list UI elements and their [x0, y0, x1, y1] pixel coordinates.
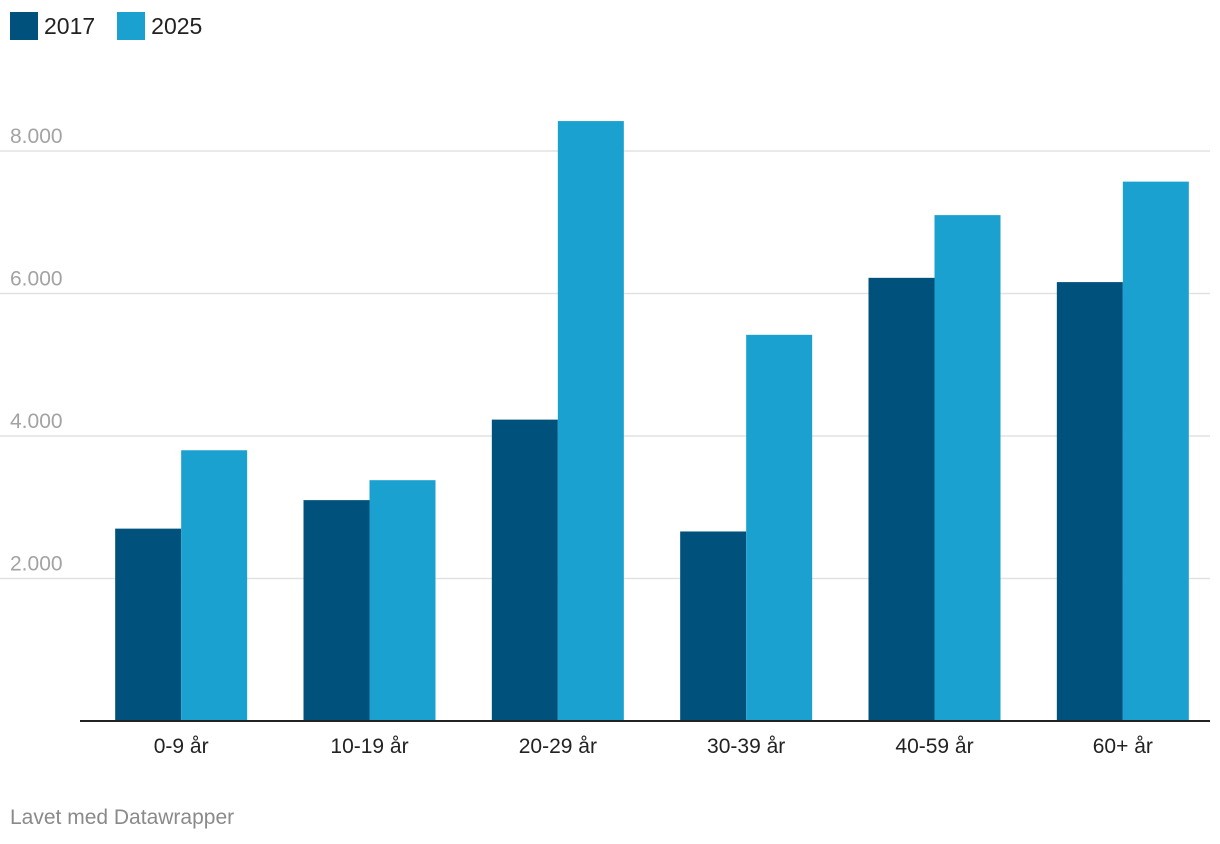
x-tick-label: 40-59 år — [895, 735, 973, 758]
bar-2017 — [680, 531, 747, 721]
bar-2017 — [868, 277, 935, 721]
bar-2017 — [115, 528, 182, 721]
legend-item-2025: 2025 — [117, 12, 202, 40]
legend-swatch-2017 — [10, 12, 38, 40]
x-tick-label: 10-19 år — [330, 735, 408, 758]
bar-2017 — [303, 500, 370, 721]
bar-2025 — [746, 334, 813, 721]
y-tick-label: 6.000 — [10, 268, 63, 291]
bar-2025 — [557, 121, 624, 721]
bar-2025 — [181, 450, 248, 721]
legend-label-2017: 2017 — [44, 12, 96, 39]
bar-2025 — [369, 480, 436, 721]
x-tick-label: 60+ år — [1093, 735, 1153, 758]
legend: 2017 2025 — [10, 12, 224, 40]
x-tick-label: 0-9 år — [154, 735, 209, 758]
bar-2017 — [1056, 282, 1123, 721]
legend-label-2025: 2025 — [151, 12, 203, 39]
x-tick-label: 20-29 år — [519, 735, 597, 758]
footer-credit: Lavet med Datawrapper — [10, 806, 235, 829]
bar-2017 — [491, 419, 558, 721]
legend-item-2017: 2017 — [10, 12, 95, 40]
y-tick-label: 4.000 — [10, 410, 63, 433]
y-tick-label: 8.000 — [10, 125, 63, 148]
bar-2025 — [1122, 181, 1189, 721]
x-tick-label: 30-39 år — [707, 735, 785, 758]
legend-swatch-2025 — [117, 12, 146, 40]
y-tick-label: 2.000 — [10, 553, 63, 576]
bar-2025 — [934, 215, 1001, 721]
